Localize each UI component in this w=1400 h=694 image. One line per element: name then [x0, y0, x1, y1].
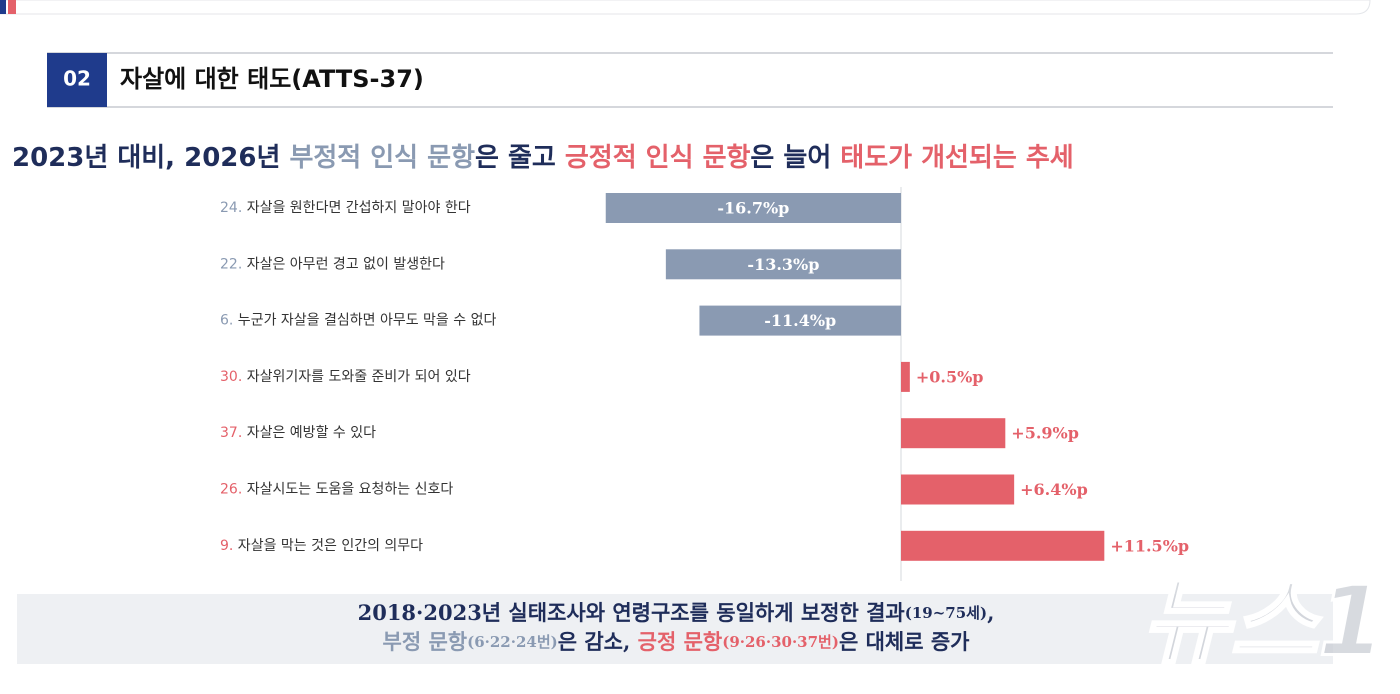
bar — [605, 193, 901, 223]
bar — [901, 361, 910, 392]
note-part: 긍정 문항 — [638, 629, 723, 654]
headline: 2023년 대비, 2026년 부정적 인식 문항은 줄고 긍정적 인식 문항은… — [12, 143, 1074, 173]
value-label: +6.4%p — [1020, 480, 1088, 499]
note-part: (9·26·30·37번) — [722, 633, 839, 651]
headline-part: 긍정적 인식 문항 — [565, 143, 751, 173]
top-accent — [0, 0, 6, 14]
note-part: 은 대체로 증가 — [839, 629, 970, 654]
value-label: +5.9%p — [1011, 424, 1079, 443]
category-label: 24. 자살을 원한다면 간섭하지 말아야 한다 — [220, 200, 471, 216]
section-number: 02 — [63, 67, 91, 91]
category-label: 22. 자살은 아무런 경고 없이 발생한다 — [220, 256, 445, 272]
note-part: , — [987, 600, 994, 625]
note-part: (19~75세) — [905, 604, 987, 622]
watermark: 뉴스1 — [1142, 565, 1385, 677]
top-accent — [8, 0, 16, 14]
headline-part: 2023년 대비, 2026년 — [12, 143, 289, 173]
section-title: 자살에 대한 태도(ATTS-37) — [120, 65, 424, 93]
note-part: 은 감소, — [558, 629, 638, 654]
note-part: 2018·2023년 실태조사와 연령구조를 동일하게 보정한 결과 — [358, 600, 905, 625]
headline-part: 은 줄고 — [475, 143, 565, 173]
note-part: 부정 문항 — [383, 629, 468, 654]
top-strip — [0, 0, 1371, 15]
value-label: +11.5%p — [1110, 536, 1189, 555]
note-line: 2018·2023년 실태조사와 연령구조를 동일하게 보정한 결과(19~75… — [358, 600, 995, 625]
bar — [699, 305, 901, 336]
headline-part: 태도가 개선되는 추세 — [840, 143, 1073, 173]
bar — [665, 249, 901, 280]
bar — [901, 418, 1006, 449]
note-line: 부정 문항(6·22·24번)은 감소, 긍정 문항(9·26·30·37번)은… — [383, 629, 971, 654]
category-label: 9. 자살을 막는 것은 인간의 의무다 — [220, 538, 423, 554]
headline-part: 은 늘어 — [750, 143, 840, 173]
value-label: -11.4%p — [764, 311, 836, 330]
section-badge — [47, 53, 107, 107]
value-label: -16.7%p — [717, 199, 789, 218]
note-part: (6·22·24번) — [467, 633, 558, 651]
category-label: 26. 자살시도는 도움을 요청하는 신호다 — [220, 482, 453, 498]
category-label: 30. 자살위기자를 도와줄 준비가 되어 있다 — [220, 369, 471, 385]
category-label: 6. 누군가 자살을 결심하면 아무도 막을 수 없다 — [220, 313, 496, 329]
value-label: -13.3%p — [747, 255, 819, 274]
bar — [901, 530, 1105, 561]
category-label: 37. 자살은 예방할 수 있다 — [220, 425, 376, 441]
note-box — [17, 594, 1333, 664]
value-label: +0.5%p — [916, 367, 984, 386]
bar — [901, 474, 1015, 505]
headline-part: 부정적 인식 문항 — [289, 143, 475, 173]
